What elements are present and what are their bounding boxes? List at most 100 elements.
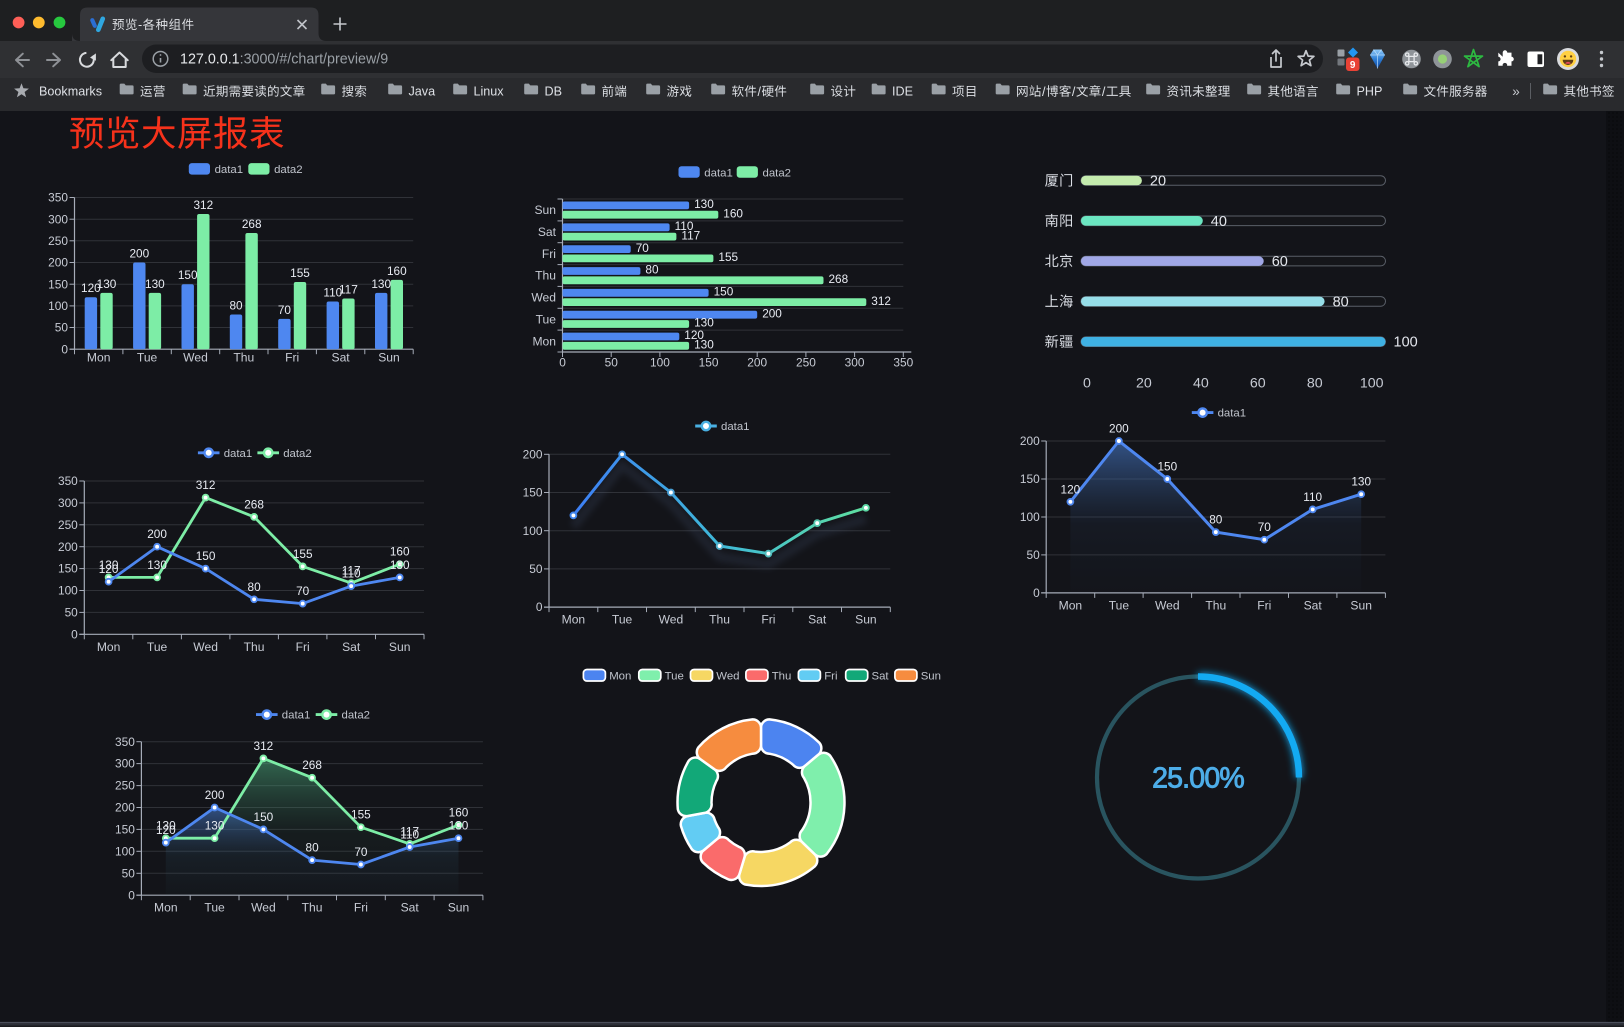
svg-text:160: 160	[387, 264, 407, 278]
svg-text:110: 110	[323, 286, 342, 300]
svg-text:312: 312	[193, 198, 213, 212]
svg-text:Mon: Mon	[87, 351, 111, 365]
svg-text:50: 50	[605, 356, 619, 370]
svg-text::3000/#/chart/preview/9: :3000/#/chart/preview/9	[240, 51, 389, 67]
svg-text:200: 200	[129, 247, 149, 261]
svg-text:350: 350	[58, 474, 78, 488]
svg-text:data1: data1	[215, 164, 244, 176]
svg-text:200: 200	[48, 256, 68, 270]
svg-text:Sun: Sun	[389, 640, 411, 654]
svg-text:117: 117	[400, 824, 419, 838]
svg-text:20: 20	[1136, 375, 1152, 391]
svg-text:117: 117	[342, 564, 361, 578]
svg-text:80: 80	[248, 580, 262, 594]
svg-text:250: 250	[115, 779, 135, 793]
svg-text:9: 9	[1350, 60, 1356, 71]
svg-text:»: »	[1512, 84, 1520, 99]
svg-text:250: 250	[48, 234, 68, 248]
svg-text:Tue: Tue	[147, 640, 168, 654]
svg-text:Sat: Sat	[401, 901, 420, 915]
svg-text:200: 200	[747, 356, 767, 370]
svg-text:150: 150	[178, 268, 198, 282]
svg-text:25.00%: 25.00%	[1152, 762, 1244, 794]
svg-text:150: 150	[1157, 460, 1177, 474]
svg-text:0: 0	[1083, 375, 1091, 391]
svg-text:PHP: PHP	[1357, 85, 1383, 99]
svg-text:Fri: Fri	[1257, 598, 1271, 612]
svg-text:130: 130	[449, 819, 469, 833]
svg-text:Sun: Sun	[378, 351, 400, 365]
svg-text:Sat: Sat	[342, 640, 361, 654]
svg-text:80: 80	[1307, 375, 1323, 391]
svg-text:60: 60	[1250, 375, 1266, 391]
svg-text:150: 150	[58, 562, 78, 576]
svg-text:/: /	[1072, 85, 1076, 99]
svg-text:Sat: Sat	[332, 351, 351, 365]
svg-text:Sun: Sun	[1350, 598, 1372, 612]
svg-text:50: 50	[55, 321, 69, 335]
svg-text:150: 150	[115, 823, 135, 837]
svg-text:Thu: Thu	[302, 901, 323, 915]
svg-text:Sat: Sat	[1304, 598, 1323, 612]
svg-text:110: 110	[675, 219, 694, 233]
svg-text:80: 80	[1333, 294, 1349, 310]
svg-text:Thu: Thu	[709, 613, 730, 627]
svg-text:50: 50	[122, 866, 136, 880]
svg-text:Mon: Mon	[154, 901, 178, 915]
svg-text:Sat: Sat	[538, 225, 557, 239]
svg-text:50: 50	[529, 562, 543, 576]
svg-text:100: 100	[48, 299, 68, 313]
svg-text:130: 130	[145, 277, 165, 291]
svg-text:130: 130	[390, 558, 410, 572]
svg-text:200: 200	[58, 540, 78, 554]
svg-text:Thu: Thu	[244, 640, 265, 654]
svg-text:120: 120	[99, 562, 119, 576]
svg-text:117: 117	[339, 283, 358, 297]
svg-text:130: 130	[694, 338, 714, 352]
svg-text:/: /	[1102, 85, 1106, 99]
svg-text:155: 155	[290, 266, 310, 280]
svg-text:312: 312	[254, 739, 274, 753]
svg-text:Linux: Linux	[474, 85, 505, 99]
svg-text:80: 80	[306, 841, 320, 855]
svg-text:data2: data2	[274, 164, 303, 176]
svg-text:Thu: Thu	[772, 671, 792, 683]
svg-text:data2: data2	[763, 167, 792, 179]
svg-text:268: 268	[829, 272, 849, 286]
svg-text:200: 200	[147, 527, 167, 541]
svg-text:200: 200	[1109, 422, 1129, 436]
svg-text:data1: data1	[224, 448, 253, 460]
svg-text:70: 70	[1258, 520, 1272, 534]
svg-text:130: 130	[147, 558, 167, 572]
svg-text:Wed: Wed	[183, 351, 208, 365]
svg-text:150: 150	[254, 810, 274, 824]
svg-text:155: 155	[718, 250, 738, 264]
svg-text:130: 130	[156, 819, 176, 833]
svg-text:Mon: Mon	[562, 613, 586, 627]
svg-text:0: 0	[71, 627, 78, 641]
svg-text:Fri: Fri	[296, 640, 310, 654]
svg-text:Wed: Wed	[193, 640, 218, 654]
svg-text:100: 100	[523, 524, 543, 538]
svg-text:100: 100	[650, 356, 670, 370]
svg-text:0: 0	[559, 356, 566, 370]
svg-text:200: 200	[115, 801, 135, 815]
svg-text:Java: Java	[409, 85, 436, 99]
svg-text:IDE: IDE	[892, 85, 913, 99]
svg-text:Thu: Thu	[535, 269, 556, 283]
svg-text:Mon: Mon	[97, 640, 121, 654]
svg-text:120: 120	[81, 281, 101, 295]
svg-text:Mon: Mon	[1059, 598, 1083, 612]
svg-text:0: 0	[536, 600, 543, 614]
svg-text:Mon: Mon	[532, 334, 556, 348]
svg-text:Fri: Fri	[824, 671, 837, 683]
svg-text:110: 110	[342, 567, 361, 581]
svg-text:Tue: Tue	[137, 351, 158, 365]
svg-text:130: 130	[99, 558, 119, 572]
svg-text:Sun: Sun	[448, 901, 470, 915]
svg-text:80: 80	[1209, 513, 1223, 527]
svg-text:155: 155	[293, 547, 313, 561]
svg-text:20: 20	[1150, 174, 1166, 190]
svg-text:Wed: Wed	[659, 613, 684, 627]
svg-text:100: 100	[1360, 375, 1384, 391]
